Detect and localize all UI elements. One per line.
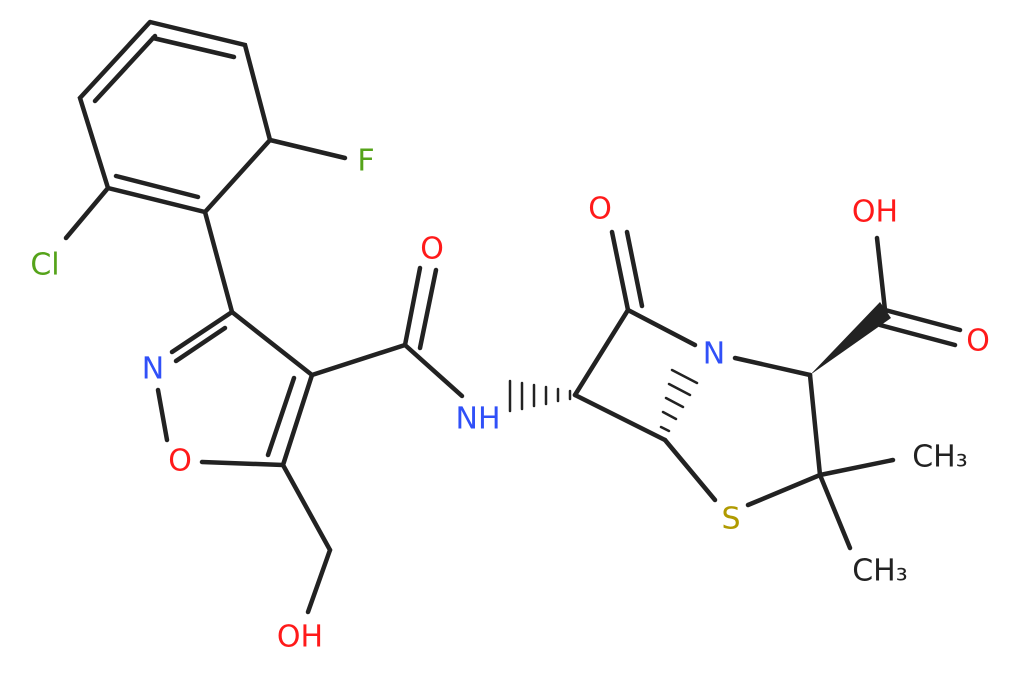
atom: N: [703, 337, 725, 372]
atom: N: [142, 352, 164, 387]
atom-labels: Cl F N O OH O NH O N S OH O CH₃ CH₃: [30, 144, 989, 655]
atom: O: [420, 232, 444, 267]
atom: OH: [852, 195, 898, 230]
bonds: [63, 19, 963, 615]
atom: O: [168, 444, 192, 479]
atom: CH₃: [912, 440, 968, 475]
atom: CH₃: [852, 554, 908, 589]
atom: O: [966, 324, 990, 359]
atom: O: [588, 192, 612, 227]
atom: NH: [456, 402, 501, 437]
atom: OH: [277, 620, 323, 655]
atom: F: [357, 144, 374, 179]
atom: S: [721, 502, 740, 537]
atom: Cl: [30, 248, 59, 283]
